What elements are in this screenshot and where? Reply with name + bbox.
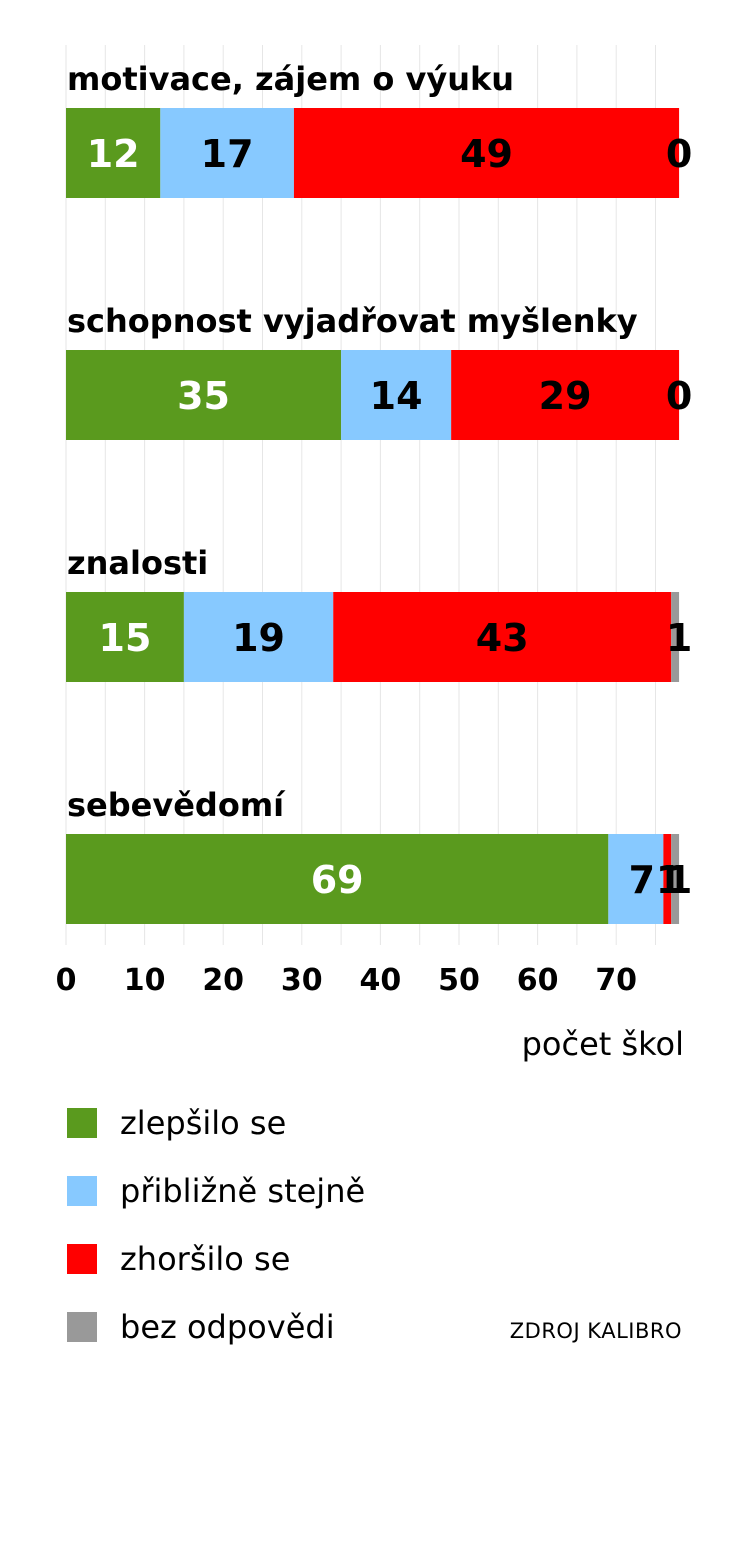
data-label: 17 — [201, 132, 254, 176]
x-tick-label: 50 — [438, 963, 480, 998]
data-label: 43 — [476, 616, 529, 660]
legend-swatch — [67, 1244, 97, 1274]
data-label: 69 — [311, 858, 364, 902]
x-axis-title: počet škol — [522, 1025, 684, 1063]
data-label: 15 — [99, 616, 152, 660]
bar-segment — [333, 592, 672, 682]
bar-segment — [671, 834, 680, 924]
bar-segment — [608, 834, 664, 924]
data-label: 12 — [87, 132, 140, 176]
x-tick-label: 20 — [202, 963, 244, 998]
bar-segment — [293, 108, 680, 198]
legend: zlepšilo se přibližně stejně zhoršilo se be… — [67, 1104, 365, 1346]
bar-segment — [66, 350, 342, 440]
bar-segment — [66, 592, 184, 682]
data-label: 29 — [539, 374, 592, 418]
source-note: ZDROJ KALIBRO — [510, 1319, 682, 1343]
legend-label: bez odpovědi — [120, 1308, 335, 1346]
legend-swatch — [67, 1312, 97, 1342]
x-tick-label: 60 — [517, 963, 559, 998]
category-label: sebevědomí — [67, 786, 286, 824]
data-label: 7 — [629, 858, 655, 902]
category-label: schopnost vyjadřovat myšlenky — [67, 302, 638, 340]
bar-segment — [160, 108, 294, 198]
data-label: 1 — [666, 858, 692, 902]
legend-swatch — [67, 1176, 97, 1206]
x-tick-label: 10 — [124, 963, 166, 998]
bar-segment — [66, 834, 609, 924]
x-tick-label: 40 — [360, 963, 402, 998]
data-label: 14 — [370, 374, 423, 418]
legend-label: zhoršilo se — [120, 1240, 290, 1278]
bar-segment — [66, 108, 161, 198]
category-label: motivace, zájem o výuku — [67, 60, 514, 98]
data-label: 19 — [232, 616, 285, 660]
legend-label: přibližně stejně — [120, 1172, 365, 1210]
bar-segment — [671, 592, 680, 682]
x-tick-label: 70 — [595, 963, 637, 998]
bar-segment — [663, 834, 672, 924]
category-labels: motivace, zájem o výuku schopnost vyjadřo… — [67, 60, 638, 824]
bar-segment — [183, 592, 334, 682]
data-label: 35 — [177, 374, 230, 418]
bar-segment — [341, 350, 452, 440]
data-label: 1 — [666, 616, 692, 660]
data-label: 49 — [460, 132, 513, 176]
legend-label: zlepšilo se — [120, 1104, 286, 1142]
data-label: 1 — [656, 858, 682, 902]
data-label: 0 — [666, 132, 692, 176]
data-label: 0 — [666, 374, 692, 418]
category-label: znalosti — [67, 544, 208, 582]
legend-swatch — [67, 1108, 97, 1138]
x-tick-label: 30 — [281, 963, 323, 998]
x-axis-ticks: 0 10 20 30 40 50 60 70 — [56, 963, 638, 998]
x-tick-label: 0 — [56, 963, 77, 998]
bar-segment — [451, 350, 680, 440]
bars: 12 17 49 035 14 29 015 19 43 169 7 11 — [66, 108, 692, 924]
